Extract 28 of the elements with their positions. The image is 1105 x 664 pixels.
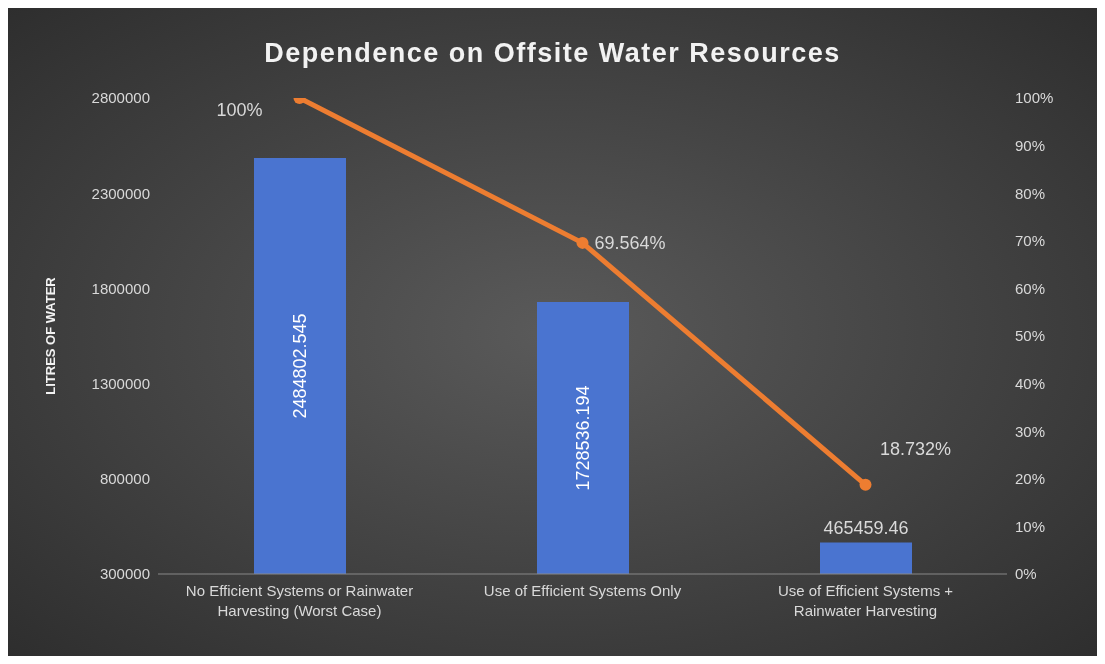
y2-tick-label: 40% — [1015, 374, 1046, 392]
y-tick-label: 300000 — [99, 565, 150, 583]
y2-tick-label: 80% — [1015, 184, 1046, 202]
x-tick-label: Use of Efficient Systems Only — [483, 582, 682, 599]
data-label: 69.564% — [594, 232, 666, 253]
data-label: 2484802.545 — [290, 313, 310, 419]
y-tick-label: 1300000 — [91, 374, 150, 392]
data-label: 465459.46 — [823, 518, 909, 539]
y2-tick-label: 50% — [1015, 327, 1046, 345]
y2-tick-label: 70% — [1015, 232, 1046, 250]
data-label: 1728536.194 — [573, 385, 593, 491]
x-tick-label: No Efficient Systems or Rainwater Harvesting (Worst Case) — [185, 582, 414, 619]
y2-tick-label: 0% — [1015, 565, 1037, 583]
y2-tick-label: 100% — [1015, 89, 1054, 107]
y2-tick-label: 30% — [1015, 422, 1046, 440]
data-label: 100% — [216, 100, 263, 120]
y2-tick-label: 90% — [1015, 136, 1046, 154]
y-tick-label: 2800000 — [91, 89, 150, 107]
y-tick-label: 800000 — [99, 470, 150, 488]
x-tick-label: Use of Efficient Systems + Rainwater Harvesting — [777, 582, 954, 619]
y-tick-label: 2300000 — [91, 184, 150, 202]
y2-tick-label: 20% — [1015, 470, 1046, 488]
y2-tick-label: 10% — [1015, 517, 1046, 535]
y-tick-label: 1800000 — [91, 279, 150, 297]
data-label: 18.732% — [879, 438, 952, 459]
y2-tick-label: 60% — [1015, 279, 1046, 297]
chart-title: Dependence on Offsite Water Resources — [263, 38, 842, 69]
y-axis-title: LITRES OF WATER — [42, 276, 58, 395]
